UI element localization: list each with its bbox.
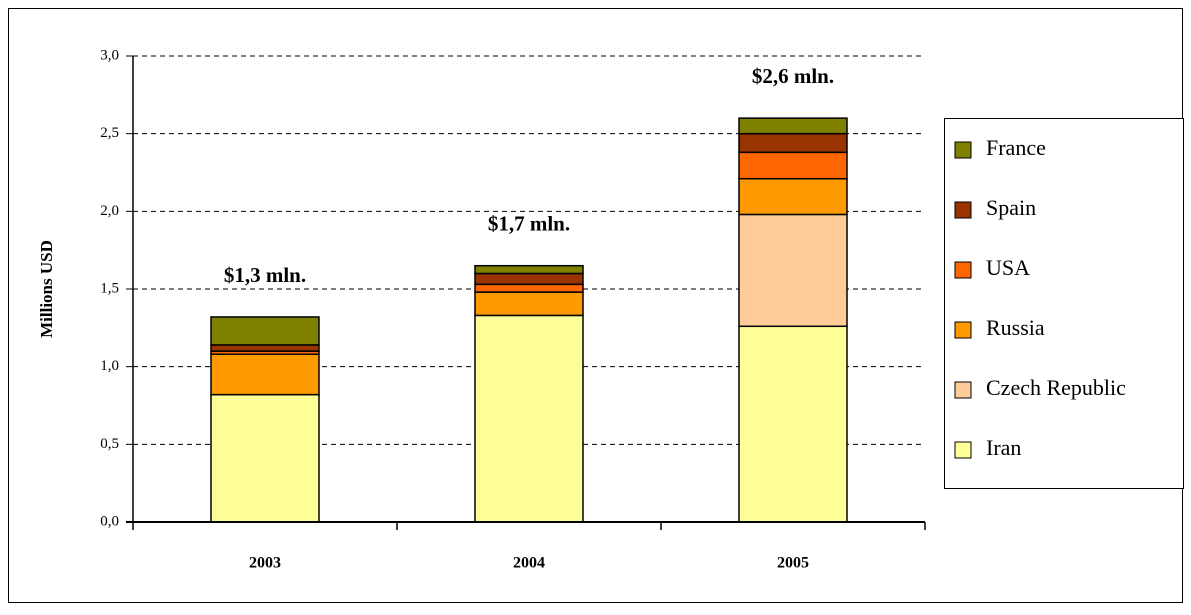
bar-segment: [738, 213, 848, 328]
total-label: $1,7 mln.: [488, 212, 570, 236]
bar-segment: [210, 393, 320, 523]
bar-segment: [738, 325, 848, 523]
x-tick-label: 2005: [777, 555, 809, 572]
legend-swatch: [954, 141, 972, 159]
y-tick-label: 2,0: [100, 203, 119, 219]
bar-segment: [210, 344, 320, 352]
y-axis-label: Millions USD: [37, 240, 56, 338]
legend-box: [944, 118, 1184, 489]
bar-segment: [738, 117, 848, 135]
bar-segment: [474, 314, 584, 523]
total-label: $1,3 mln.: [224, 263, 306, 287]
bar-segment: [738, 177, 848, 216]
legend-swatch: [954, 381, 972, 399]
bar-segment: [738, 132, 848, 154]
total-label: $2,6 mln.: [752, 64, 834, 88]
legend-label: Spain: [986, 195, 1036, 220]
legend-label: Russia: [986, 315, 1045, 340]
bar-segment: [474, 291, 584, 317]
legend-label: Iran: [986, 435, 1021, 460]
bar-segment: [738, 151, 848, 180]
y-tick-label: 0,0: [100, 513, 119, 529]
bar-segment: [210, 353, 320, 396]
legend-swatch: [954, 441, 972, 459]
legend-label: France: [986, 135, 1046, 160]
legend-swatch: [954, 201, 972, 219]
bar-segment: [210, 316, 320, 346]
y-tick-label: 1,5: [100, 280, 119, 296]
y-tick-label: 1,0: [100, 358, 119, 374]
y-tick-label: 0,5: [100, 436, 119, 452]
y-tick-label: 2,5: [100, 125, 119, 141]
bar-segment: [474, 272, 584, 286]
legend-label: USA: [986, 255, 1030, 280]
x-tick-label: 2004: [513, 555, 545, 572]
bar-segment: [474, 283, 584, 293]
legend-swatch: [954, 261, 972, 279]
y-tick-label: 3,0: [100, 47, 119, 63]
legend-swatch: [954, 321, 972, 339]
bar-segment: [474, 264, 584, 275]
x-tick-label: 2003: [249, 555, 281, 572]
legend-label: Czech Republic: [986, 375, 1126, 400]
